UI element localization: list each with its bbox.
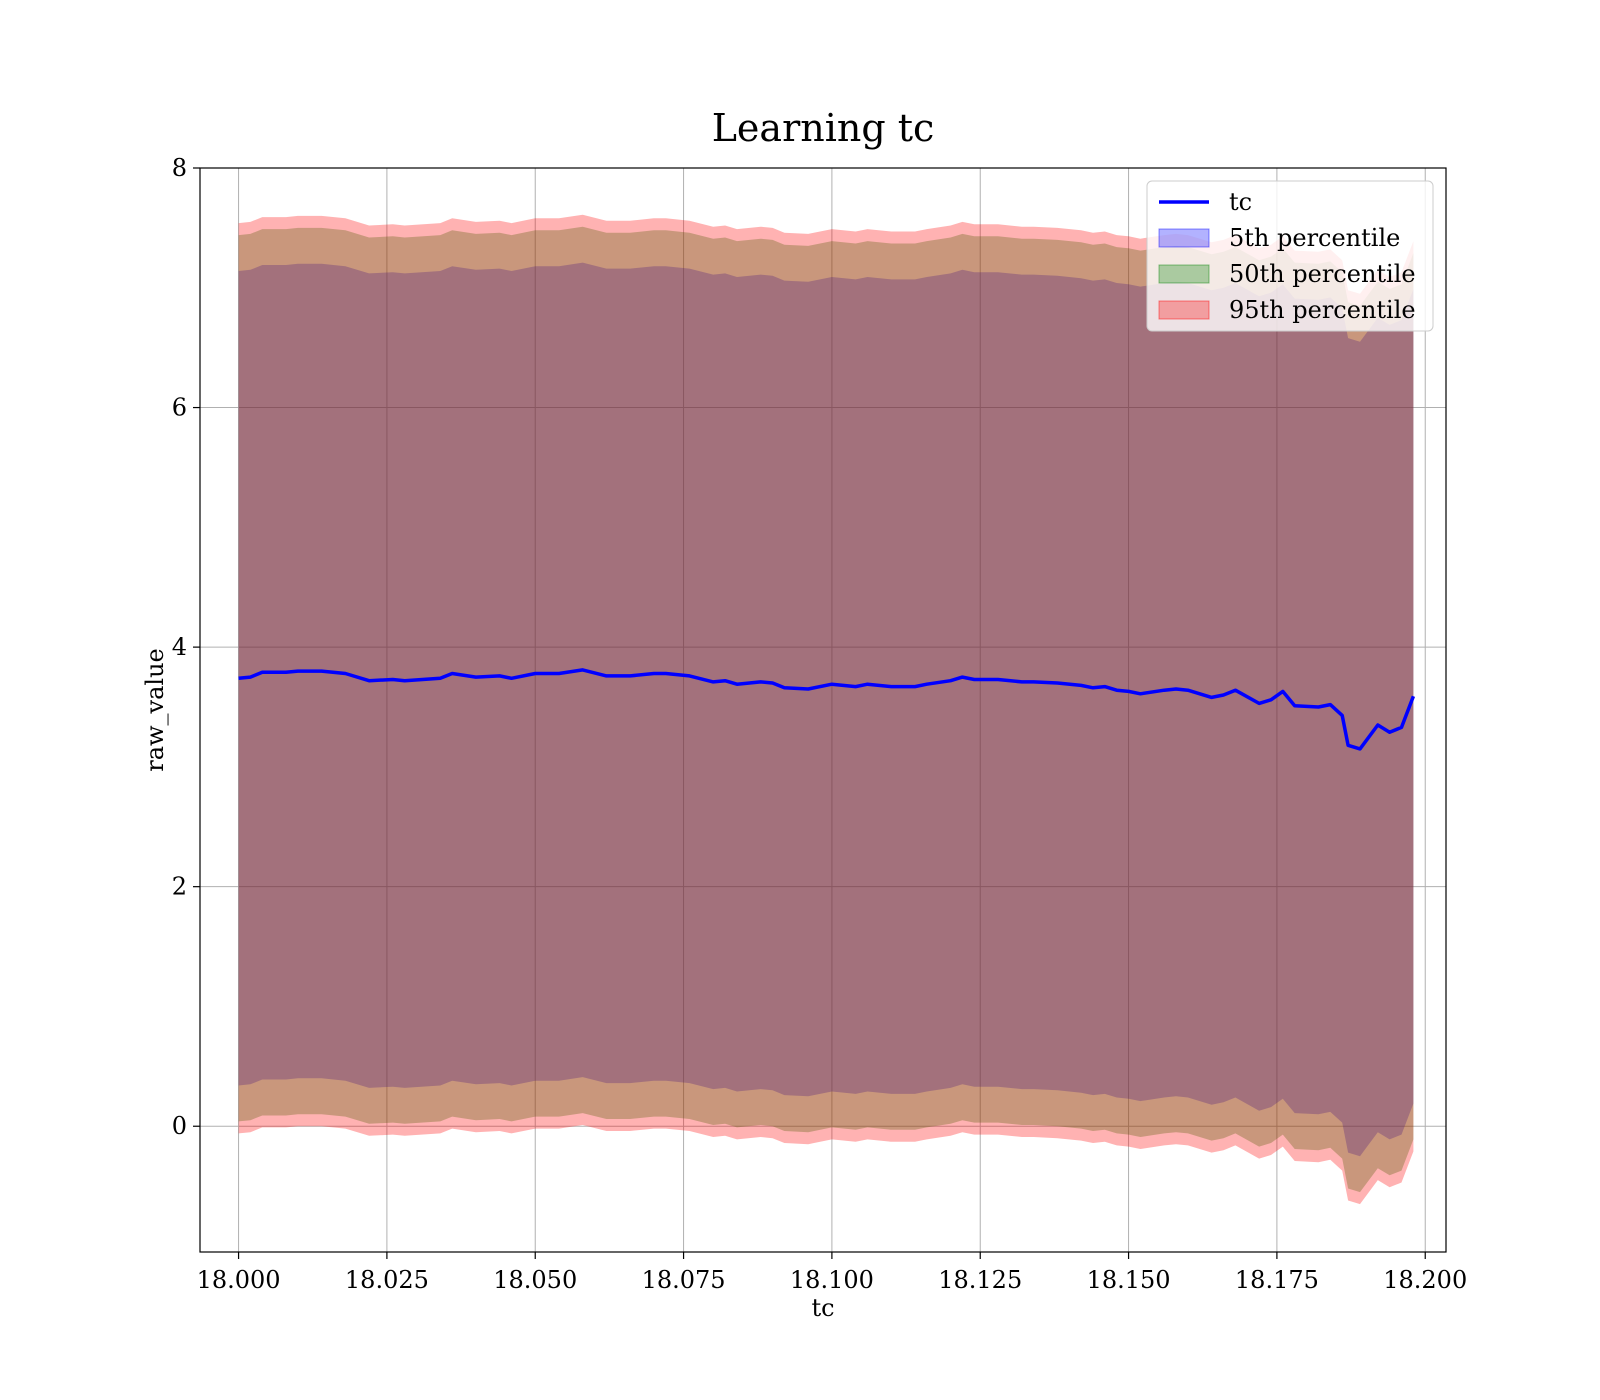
legend-swatch-95th-percentile bbox=[1158, 300, 1210, 320]
legend-swatch-5th-percentile bbox=[1158, 228, 1210, 248]
y-tick-label: 8 bbox=[172, 154, 187, 182]
legend-label-50th-percentile: 50th percentile bbox=[1229, 260, 1416, 288]
y-tick-label: 4 bbox=[172, 633, 187, 661]
axis-ticks: 18.000 18.025 18.050 18.075 18.100 18.125 18.1… bbox=[172, 154, 1468, 1294]
x-axis-label: tc bbox=[811, 1294, 834, 1322]
y-axis-label: raw_value bbox=[141, 648, 169, 772]
series-lines bbox=[238, 668, 1416, 751]
chart-title: Learning tc bbox=[712, 106, 935, 150]
x-tick-label: 18.025 bbox=[345, 1266, 429, 1294]
percentile-bands bbox=[238, 214, 1414, 1205]
x-tick-label: 18.000 bbox=[197, 1266, 281, 1294]
x-tick-label: 18.175 bbox=[1235, 1266, 1319, 1294]
y-tick-label: 6 bbox=[172, 394, 187, 422]
legend-box bbox=[1146, 180, 1434, 332]
series-line-tc bbox=[238, 668, 1416, 751]
y-tick-label: 0 bbox=[172, 1112, 187, 1140]
x-tick-label: 18.200 bbox=[1383, 1266, 1467, 1294]
x-tick-label: 18.050 bbox=[493, 1266, 577, 1294]
x-tick-label: 18.150 bbox=[1087, 1266, 1171, 1294]
x-tick-label: 18.125 bbox=[938, 1266, 1022, 1294]
band-5th-percentile bbox=[238, 262, 1414, 1157]
legend-label-tc: tc bbox=[1229, 188, 1252, 216]
legend: tc 5th percentile 50th percentile 95th perc… bbox=[1146, 180, 1434, 332]
band-50th-percentile bbox=[238, 226, 1414, 1193]
band-95th-percentile bbox=[238, 214, 1414, 1205]
y-tick-label: 2 bbox=[172, 873, 187, 901]
legend-label-95th-percentile: 95th percentile bbox=[1229, 296, 1416, 324]
legend-label-5th-percentile: 5th percentile bbox=[1229, 224, 1400, 252]
x-tick-label: 18.100 bbox=[790, 1266, 874, 1294]
legend-swatch-50th-percentile bbox=[1158, 264, 1210, 284]
x-tick-label: 18.075 bbox=[642, 1266, 726, 1294]
plot-frame bbox=[199, 167, 1447, 1253]
